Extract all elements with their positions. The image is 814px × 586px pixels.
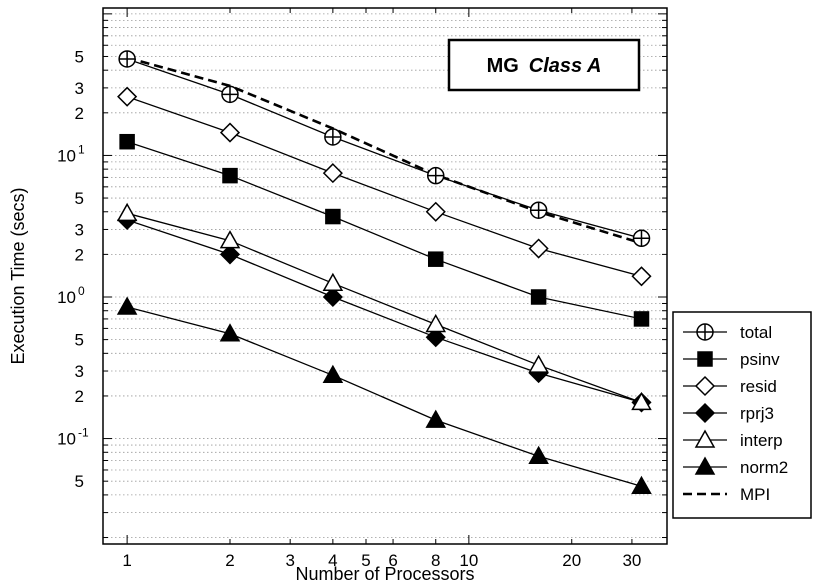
legend-label-total: total <box>740 323 772 342</box>
y-tick-label: 10 1 <box>57 142 85 165</box>
series-resid <box>117 86 652 287</box>
series-norm2 <box>116 296 652 495</box>
legend-item-interp: interp <box>683 429 783 450</box>
y-tick-label: 2 <box>75 104 84 123</box>
series-psinv <box>119 133 650 327</box>
y-tick-label: 3 <box>75 79 84 98</box>
data-point-interp <box>219 230 241 249</box>
series-MPI <box>126 56 642 245</box>
y-tick-label: 3 <box>75 362 84 381</box>
data-point-resid <box>528 238 549 259</box>
data-point-norm2 <box>631 475 652 495</box>
series-total <box>118 50 651 248</box>
legend-item-rprj3: rprj3 <box>683 402 774 424</box>
series-rprj3 <box>117 209 652 413</box>
data-point-interp <box>631 391 652 411</box>
x-tick-label: 8 <box>431 551 440 570</box>
y-axis-title: Execution Time (secs) <box>8 187 28 364</box>
x-tick-label: 10 <box>459 551 478 570</box>
y-tick-label: 2 <box>75 245 84 264</box>
chart-title-italic: Class A <box>529 55 602 77</box>
data-point-norm2 <box>528 445 549 465</box>
legend-marker-interp <box>694 429 716 448</box>
data-point-interp <box>322 272 344 292</box>
legend-item-psinv: psinv <box>683 350 780 369</box>
data-point-rprj3 <box>219 244 241 265</box>
data-point-norm2 <box>219 323 241 342</box>
data-point-resid <box>117 86 138 107</box>
y-tick-label: 5 <box>75 472 84 491</box>
series-line-resid <box>126 96 642 277</box>
y-tick-label: 3 <box>75 220 84 239</box>
data-point-rprj3 <box>322 286 343 308</box>
plot-area <box>102 7 668 545</box>
chart-title-main: MG <box>487 55 519 77</box>
data-point-resid <box>219 122 241 143</box>
data-point-psinv <box>633 311 650 327</box>
x-axis-title: Number of Processors <box>295 564 474 584</box>
data-point-norm2 <box>322 364 344 384</box>
series-group <box>116 50 652 495</box>
series-line-MPI <box>126 56 642 245</box>
legend-box <box>672 311 812 519</box>
legend-label-rprj3: rprj3 <box>740 404 774 423</box>
legend-item-resid: resid <box>683 375 777 397</box>
data-point-norm2 <box>425 409 447 428</box>
data-point-psinv <box>222 167 238 184</box>
data-point-psinv <box>325 208 341 225</box>
legend-label-MPI: MPI <box>740 485 770 504</box>
legend-label-psinv: psinv <box>740 350 780 369</box>
data-point-psinv <box>119 133 135 150</box>
legend-label-resid: resid <box>740 377 777 396</box>
legend-marker-norm2 <box>694 456 716 475</box>
series-interp <box>116 202 652 411</box>
legend-item-norm2: norm2 <box>683 456 788 477</box>
x-tick-label: 20 <box>562 551 581 570</box>
x-tick-label: 2 <box>225 551 234 570</box>
data-point-resid <box>425 201 446 222</box>
series-line-psinv <box>126 141 642 320</box>
y-tick-label: 10 -1 <box>57 426 89 449</box>
legend-label-interp: interp <box>740 431 783 450</box>
data-point-rprj3 <box>425 327 446 348</box>
data-point-psinv <box>427 251 444 267</box>
legend-label-norm2: norm2 <box>740 458 788 477</box>
x-tick-label: 1 <box>122 551 131 570</box>
series-line-total <box>126 58 642 239</box>
legend-item-MPI: MPI <box>683 485 770 504</box>
data-point-norm2 <box>116 296 138 315</box>
y-tick-label: 10 0 <box>57 284 85 307</box>
legend-item-total: total <box>683 323 772 342</box>
chart-title: MG Class A <box>487 55 602 77</box>
x-tick-label: 30 <box>622 551 641 570</box>
y-tick-label: 2 <box>75 387 84 406</box>
legend: total psinv resid rprj3 interp norm2 MPI <box>683 323 788 504</box>
y-tick-label: 5 <box>75 331 84 350</box>
x-tick-label: 5 <box>361 551 370 570</box>
legend-marker-resid <box>694 375 716 397</box>
title-box <box>447 38 641 92</box>
x-tick-label: 6 <box>388 551 397 570</box>
data-point-interp <box>425 313 447 333</box>
series-line-norm2 <box>126 306 642 487</box>
data-point-interp <box>116 202 138 222</box>
y-tick-label: 5 <box>75 189 84 208</box>
series-line-interp <box>126 212 642 404</box>
data-point-resid <box>322 163 343 184</box>
data-point-resid <box>631 266 652 287</box>
grid-lines <box>103 13 667 538</box>
series-line-rprj3 <box>126 219 642 404</box>
legend-marker-psinv <box>697 351 713 367</box>
data-point-interp <box>528 354 549 373</box>
y-tick-label: 5 <box>75 47 84 66</box>
data-point-psinv <box>530 289 547 305</box>
legend-marker-rprj3 <box>694 402 716 424</box>
x-tick-label: 3 <box>285 551 294 570</box>
x-tick-label: 4 <box>328 551 337 570</box>
